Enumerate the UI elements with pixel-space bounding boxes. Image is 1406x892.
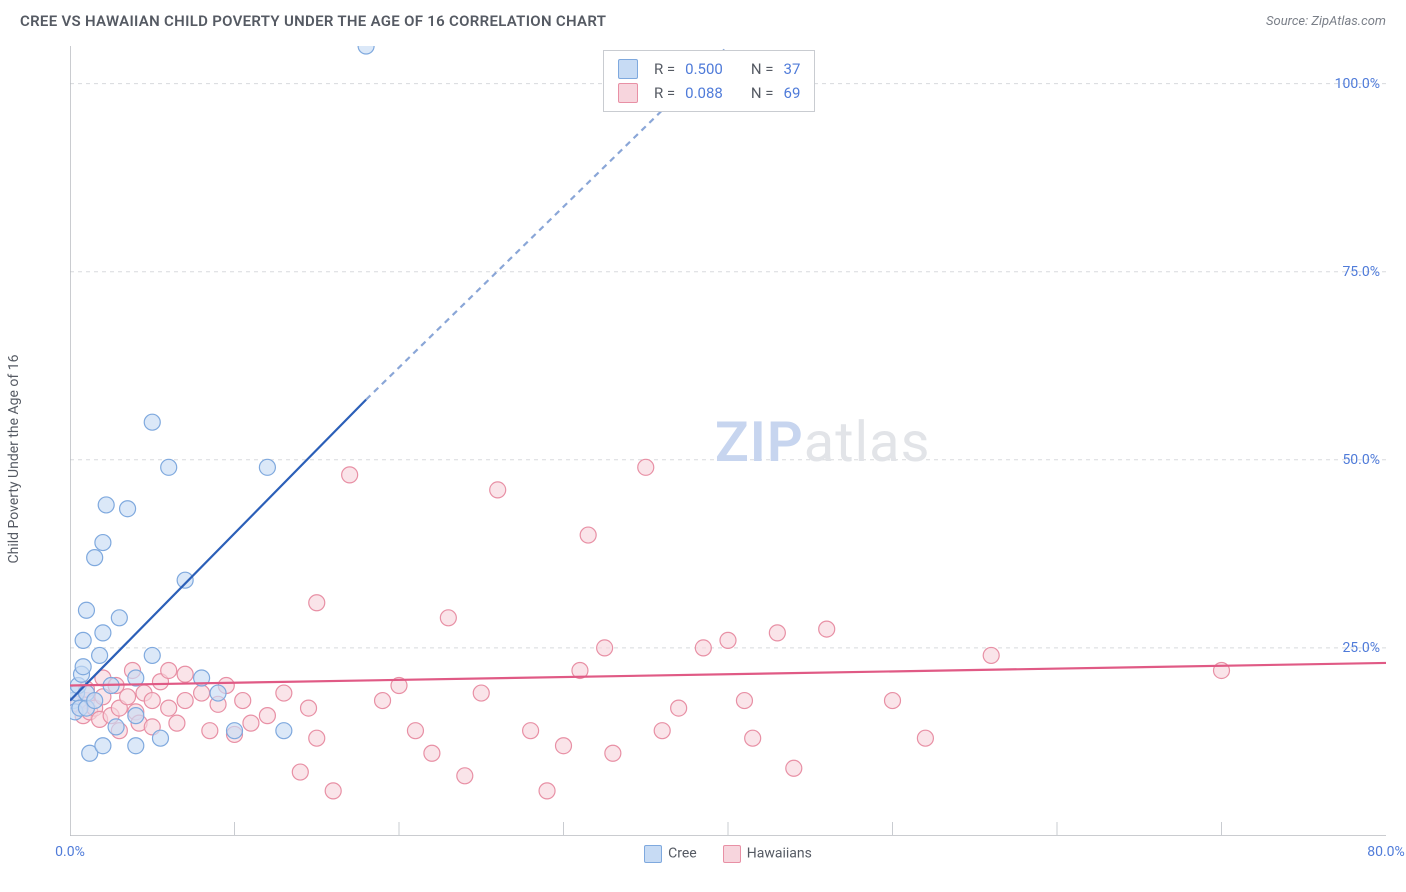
plot-area: ZIPatlas R = 0.500 N = 37 R = 0.088 N = …	[70, 46, 1386, 836]
n-value: 69	[784, 81, 801, 105]
r-label: R =	[654, 57, 675, 81]
source-attribution: Source: ZipAtlas.com	[1266, 14, 1386, 29]
legend-item: Hawaiians	[723, 845, 812, 863]
legend-item: Cree	[644, 845, 697, 863]
r-label: R =	[654, 81, 675, 105]
series-legend: Cree Hawaiians	[70, 836, 1386, 872]
legend-swatch-icon	[723, 845, 741, 863]
legend-swatch-icon	[618, 59, 638, 79]
y-tick-label: 75.0%	[1342, 264, 1380, 280]
r-value: 0.088	[685, 81, 723, 105]
stats-row: R = 0.500 N = 37	[618, 57, 800, 81]
n-value: 37	[784, 57, 801, 81]
legend-swatch-icon	[644, 845, 662, 863]
chart-header: CREE VS HAWAIIAN CHILD POVERTY UNDER THE…	[0, 0, 1406, 38]
legend-label: Cree	[668, 846, 697, 862]
stats-row: R = 0.088 N = 69	[618, 81, 800, 105]
y-tick-label: 100.0%	[1335, 76, 1380, 92]
chart-title: CREE VS HAWAIIAN CHILD POVERTY UNDER THE…	[20, 12, 606, 30]
correlation-stats-box: R = 0.500 N = 37 R = 0.088 N = 69	[603, 50, 815, 112]
y-axis-label: Child Poverty Under the Age of 16	[6, 355, 22, 564]
y-tick-label: 50.0%	[1342, 452, 1380, 468]
r-value: 0.500	[685, 57, 723, 81]
legend-swatch-icon	[618, 83, 638, 103]
scatter-plot-svg	[70, 46, 1386, 836]
n-label: N =	[751, 57, 774, 81]
n-label: N =	[751, 81, 774, 105]
chart-container: Child Poverty Under the Age of 16 ZIPatl…	[20, 46, 1386, 872]
y-tick-label: 25.0%	[1342, 640, 1380, 656]
legend-label: Hawaiians	[747, 846, 812, 862]
